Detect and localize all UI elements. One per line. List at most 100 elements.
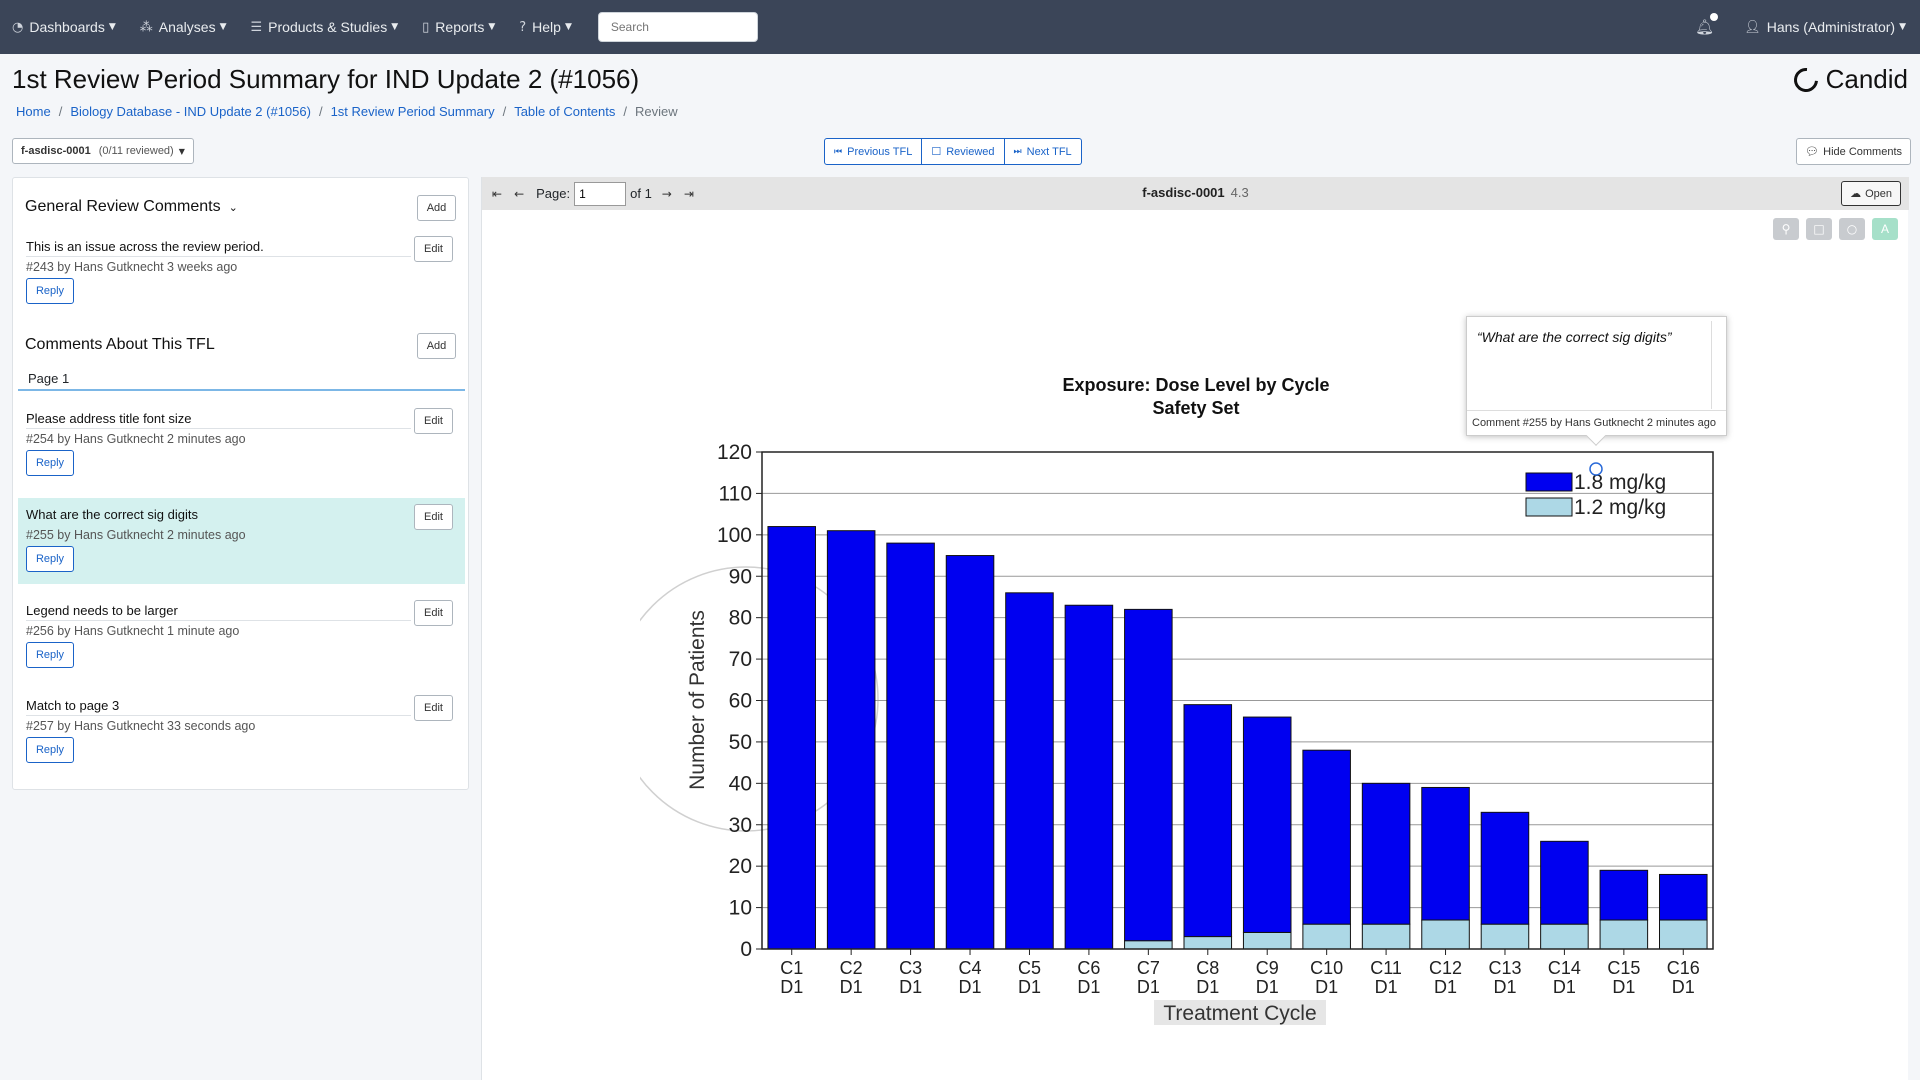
previous-tfl-button[interactable]: ⏮ Previous TFL bbox=[824, 138, 923, 165]
page-label: Page: bbox=[536, 186, 571, 201]
next-tfl-button[interactable]: ⏭ Next TFL bbox=[1004, 138, 1082, 165]
annotation-pin-marker bbox=[1589, 462, 1603, 476]
comment-text: Legend needs to be larger bbox=[26, 603, 411, 621]
comment-item: Match to page 3 #257 by Hans Gutknecht 3… bbox=[18, 695, 465, 768]
breadcrumb-toc[interactable]: Table of Contents bbox=[514, 104, 616, 119]
notifications-bell[interactable]: 🔔︎ bbox=[1695, 13, 1719, 36]
edit-button[interactable]: Edit bbox=[414, 236, 453, 262]
annotation-tools: ⚲ □ ○ A bbox=[1766, 218, 1898, 240]
x-axis-label: Treatment Cycle bbox=[1163, 1002, 1316, 1025]
bell-icon: 🔔︎ bbox=[1695, 18, 1715, 36]
nav-help[interactable]: ? Help ▼ bbox=[519, 19, 572, 35]
comment-item: Please address title font size #254 by H… bbox=[18, 408, 465, 481]
breadcrumb-database[interactable]: Biology Database - IND Update 2 (#1056) bbox=[70, 104, 311, 119]
bar-low-dose bbox=[1124, 940, 1173, 950]
candid-logo-icon bbox=[1788, 62, 1823, 97]
nav-help-label: Help bbox=[532, 19, 561, 35]
tfl-progress: (0/11 reviewed) bbox=[98, 145, 174, 157]
breadcrumb: Home / Biology Database - IND Update 2 (#… bbox=[16, 104, 678, 119]
text-tool-icon[interactable]: A bbox=[1872, 218, 1898, 240]
breadcrumb-summary[interactable]: 1st Review Period Summary bbox=[330, 104, 495, 119]
x-tick-label: C15 D1 bbox=[1607, 958, 1640, 997]
page-number-input[interactable] bbox=[574, 181, 627, 206]
edit-button[interactable]: Edit bbox=[414, 695, 453, 721]
circle-tool-icon[interactable]: ○ bbox=[1839, 218, 1865, 240]
x-tick-label: C1 D1 bbox=[780, 958, 803, 997]
reply-button[interactable]: Reply bbox=[26, 546, 74, 572]
breadcrumb-separator: / bbox=[318, 104, 323, 119]
open-button[interactable]: ☁ Open bbox=[1841, 181, 1901, 206]
bar-high-dose bbox=[886, 542, 935, 950]
x-tick-label: C10 D1 bbox=[1310, 958, 1343, 997]
comments-panel: General Review Comments ⌄ Add This is an … bbox=[12, 177, 469, 790]
breadcrumb-separator: / bbox=[502, 104, 507, 119]
user-menu[interactable]: 👤︎ Hans (Administrator) ▼ bbox=[1744, 19, 1906, 35]
rectangle-tool-icon[interactable]: □ bbox=[1806, 218, 1832, 240]
legend-swatch bbox=[1525, 472, 1573, 492]
y-tick-label: 60 bbox=[729, 690, 752, 713]
y-tick-label: 40 bbox=[729, 772, 752, 795]
edit-button[interactable]: Edit bbox=[414, 408, 453, 434]
bar-high-dose bbox=[1005, 592, 1054, 950]
checkbox-icon: ☐ bbox=[931, 145, 942, 158]
tfl-selector-dropdown[interactable]: f-asdisc-0001 (0/11 reviewed) ▼ bbox=[12, 138, 194, 164]
caret-down-icon: ▼ bbox=[564, 22, 572, 32]
page-tab[interactable]: Page 1 bbox=[18, 366, 465, 391]
dose-level-chart: Exposure: Dose Level by Cycle Safety Set 0… bbox=[640, 375, 1714, 1025]
breadcrumb-home[interactable]: Home bbox=[16, 104, 51, 119]
last-page-icon[interactable]: ⇥ bbox=[683, 186, 694, 201]
hide-comments-button[interactable]: 💬︎ Hide Comments bbox=[1796, 138, 1911, 165]
document-icon: ▯ bbox=[422, 19, 430, 35]
comment-text: This is an issue across the review perio… bbox=[26, 239, 411, 257]
bar-low-dose bbox=[1599, 919, 1649, 950]
x-tick-label: C13 D1 bbox=[1488, 958, 1521, 997]
bar-low-dose bbox=[1421, 919, 1470, 950]
comment-text: Please address title font size bbox=[26, 411, 411, 429]
nav-dashboards[interactable]: ◔ Dashboards ▼ bbox=[12, 19, 116, 35]
x-tick-label: C9 D1 bbox=[1256, 958, 1279, 997]
edit-button[interactable]: Edit bbox=[414, 600, 453, 626]
bar-high-dose bbox=[1302, 749, 1351, 925]
reply-button[interactable]: Reply bbox=[26, 278, 74, 304]
caret-down-icon: ▼ bbox=[219, 22, 227, 32]
x-tick-label: C16 D1 bbox=[1667, 958, 1700, 997]
first-page-icon[interactable]: ⇤ bbox=[492, 186, 503, 201]
x-tick-label: C4 D1 bbox=[959, 958, 982, 997]
bar-high-dose bbox=[1361, 782, 1411, 925]
prev-page-icon[interactable]: ← bbox=[514, 186, 525, 201]
reviewed-button[interactable]: ☐ Reviewed bbox=[922, 138, 1005, 165]
search-input[interactable] bbox=[597, 12, 758, 42]
plot-frame bbox=[761, 451, 1714, 950]
next-page-icon[interactable]: → bbox=[661, 186, 672, 201]
reply-button[interactable]: Reply bbox=[26, 450, 74, 476]
annotation-circle bbox=[640, 566, 879, 832]
bar-high-dose bbox=[826, 530, 876, 950]
reply-button[interactable]: Reply bbox=[26, 737, 74, 763]
bar-high-dose bbox=[945, 555, 995, 950]
bar-high-dose bbox=[767, 526, 816, 950]
nav-reports-label: Reports bbox=[435, 19, 485, 35]
y-tick-label: 70 bbox=[729, 648, 752, 671]
y-tick-label: 50 bbox=[729, 731, 752, 754]
legend-label: 1.8 mg/kg bbox=[1574, 471, 1666, 494]
add-general-comment-button[interactable]: Add bbox=[417, 195, 456, 221]
bar-high-dose bbox=[1124, 608, 1173, 942]
x-tick-label: C14 D1 bbox=[1548, 958, 1581, 997]
add-tfl-comment-button[interactable]: Add bbox=[417, 333, 456, 359]
nav-reports[interactable]: ▯ Reports ▼ bbox=[422, 19, 495, 35]
pin-tool-icon[interactable]: ⚲ bbox=[1773, 218, 1799, 240]
bar-high-dose bbox=[1659, 873, 1708, 921]
reply-button[interactable]: Reply bbox=[26, 642, 74, 668]
tooltip-scrollbar[interactable] bbox=[1711, 321, 1712, 409]
nav-analyses[interactable]: ⁂ Analyses ▼ bbox=[140, 19, 227, 35]
edit-button[interactable]: Edit bbox=[414, 504, 453, 530]
comments-icon: 💬︎ bbox=[1805, 145, 1820, 158]
viewer-toolbar: ⇤ ← Page: of 1 → ⇥ f-asdisc-0001 4.3 ☁Ope… bbox=[482, 177, 1909, 210]
comment-text: What are the correct sig digits bbox=[26, 507, 198, 522]
user-icon: 👤︎ bbox=[1744, 19, 1761, 35]
bar-high-dose bbox=[1540, 840, 1589, 925]
general-comments-heading[interactable]: General Review Comments ⌄ bbox=[25, 198, 238, 216]
nav-products-studies[interactable]: ☰ Products & Studies ▼ bbox=[251, 19, 399, 35]
top-navbar: ◔ Dashboards ▼ ⁂ Analyses ▼ ☰ Products & Stud… bbox=[0, 0, 1920, 54]
chevron-down-icon: ⌄ bbox=[228, 201, 238, 214]
